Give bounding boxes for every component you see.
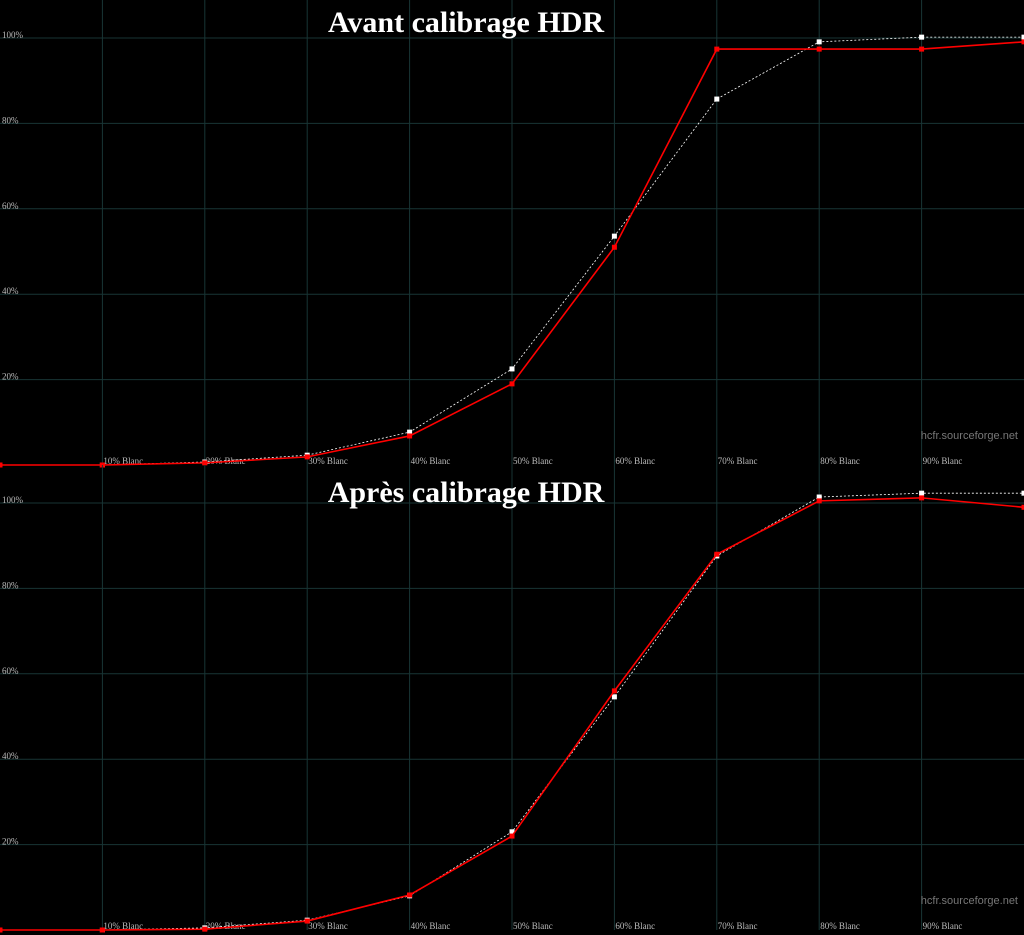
- marker: [1021, 39, 1024, 45]
- marker: [407, 429, 413, 435]
- marker: [816, 39, 822, 45]
- marker: [919, 46, 925, 52]
- y-tick-label: 40%: [2, 286, 19, 296]
- marker: [304, 918, 310, 924]
- x-tick-label: 70% Blanc: [718, 921, 758, 931]
- watermark: hcfr.sourceforge.net: [921, 430, 1018, 442]
- marker: [304, 454, 310, 460]
- chart-title: Après calibrage HDR: [328, 476, 605, 509]
- x-tick-label: 50% Blanc: [513, 456, 553, 466]
- x-tick-label: 90% Blanc: [923, 921, 963, 931]
- marker: [1021, 504, 1024, 510]
- y-tick-label: 80%: [2, 115, 19, 125]
- marker: [611, 244, 617, 250]
- marker: [611, 233, 617, 239]
- x-tick-label: 30% Blanc: [308, 456, 348, 466]
- marker: [714, 96, 720, 102]
- x-tick-label: 80% Blanc: [820, 456, 860, 466]
- x-tick-label: 40% Blanc: [411, 456, 451, 466]
- y-tick-label: 20%: [2, 837, 19, 847]
- y-tick-label: 20%: [2, 372, 19, 382]
- marker: [1021, 34, 1024, 40]
- y-tick-label: 40%: [2, 751, 19, 761]
- marker: [202, 926, 208, 932]
- marker: [0, 927, 3, 933]
- y-tick-label: 100%: [2, 495, 24, 505]
- x-tick-label: 90% Blanc: [923, 456, 963, 466]
- y-tick-label: 80%: [2, 580, 19, 590]
- marker: [611, 688, 617, 694]
- marker: [816, 494, 822, 500]
- marker: [816, 46, 822, 52]
- marker: [611, 694, 617, 700]
- marker: [816, 498, 822, 504]
- x-tick-label: 60% Blanc: [615, 456, 655, 466]
- x-tick-label: 50% Blanc: [513, 921, 553, 931]
- x-tick-label: 70% Blanc: [718, 456, 758, 466]
- marker: [919, 490, 925, 496]
- marker: [509, 381, 515, 387]
- marker: [407, 433, 413, 439]
- y-tick-label: 100%: [2, 30, 24, 40]
- marker: [919, 495, 925, 501]
- marker: [714, 551, 720, 557]
- marker: [509, 366, 515, 372]
- x-tick-label: 30% Blanc: [308, 921, 348, 931]
- chart-title: Avant calibrage HDR: [328, 6, 604, 39]
- marker: [509, 829, 515, 835]
- x-tick-label: 10% Blanc: [103, 456, 143, 466]
- marker: [509, 833, 515, 839]
- y-tick-label: 60%: [2, 201, 19, 211]
- x-tick-label: 80% Blanc: [820, 921, 860, 931]
- marker: [407, 892, 413, 898]
- y-tick-label: 60%: [2, 666, 19, 676]
- marker: [919, 34, 925, 40]
- marker: [202, 460, 208, 466]
- x-tick-label: 10% Blanc: [103, 921, 143, 931]
- marker: [714, 46, 720, 52]
- marker: [1021, 490, 1024, 496]
- marker: [99, 927, 105, 933]
- watermark: hcfr.sourceforge.net: [921, 895, 1018, 907]
- x-tick-label: 60% Blanc: [615, 921, 655, 931]
- marker: [0, 462, 3, 468]
- x-tick-label: 40% Blanc: [411, 921, 451, 931]
